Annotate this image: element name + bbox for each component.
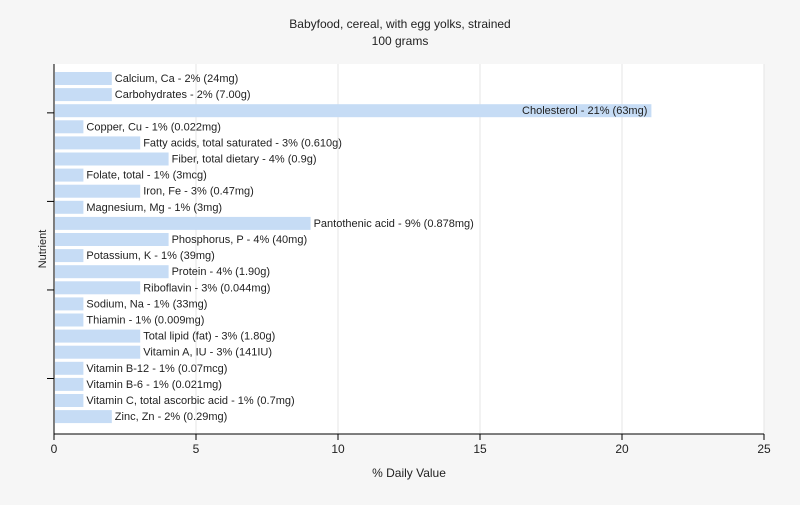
bar [55, 281, 141, 295]
bar-label: Vitamin C, total ascorbic acid - 1% (0.7… [86, 395, 294, 407]
bar [55, 216, 311, 230]
chart-subtitle: 100 grams [372, 34, 429, 48]
plot-area [54, 64, 764, 434]
bar-label: Folate, total - 1% (3mcg) [86, 170, 206, 182]
bar-label: Magnesium, Mg - 1% (3mg) [86, 202, 222, 214]
bar-label: Sodium, Na - 1% (33mg) [86, 298, 207, 310]
bar-label: Vitamin B-12 - 1% (0.07mcg) [86, 363, 227, 375]
bar [55, 377, 84, 391]
x-tick-label: 25 [757, 442, 771, 456]
bar-label: Carbohydrates - 2% (7.00g) [115, 89, 251, 101]
x-tick-label: 5 [193, 442, 200, 456]
bar [55, 265, 169, 279]
bar [55, 72, 112, 85]
x-tick-label: 10 [331, 442, 345, 456]
chart-title: Babyfood, cereal, with egg yolks, strain… [289, 17, 510, 31]
bar [55, 329, 141, 343]
bar-label: Vitamin B-6 - 1% (0.021mg) [86, 379, 222, 391]
bar [55, 104, 652, 118]
bar [55, 88, 112, 102]
bar [55, 345, 141, 359]
bar [55, 297, 84, 311]
bar-label: Copper, Cu - 1% (0.022mg) [86, 121, 221, 133]
bar-series [55, 72, 652, 424]
bar-label: Vitamin A, IU - 3% (141IU) [143, 347, 272, 359]
bar [55, 394, 84, 407]
bar [55, 136, 141, 150]
bar [55, 184, 141, 198]
axes [47, 64, 764, 435]
bar-label: Protein - 4% (1.90g) [172, 266, 270, 278]
x-tick-label: 15 [473, 442, 487, 456]
bar-label: Total lipid (fat) - 3% (1.80g) [143, 331, 275, 343]
bar-label: Calcium, Ca - 2% (24mg) [115, 73, 238, 85]
bar [55, 313, 84, 327]
bar-label: Phosphorus, P - 4% (40mg) [172, 234, 308, 246]
bar-label: Fatty acids, total saturated - 3% (0.610… [143, 137, 342, 149]
x-axis-ticks: 0 5 10 15 20 25 [51, 434, 771, 456]
gridlines [195, 64, 765, 434]
bar [55, 233, 169, 246]
bar [55, 120, 84, 134]
bar-label: Thiamin - 1% (0.009mg) [86, 315, 204, 327]
bar [55, 410, 112, 424]
bar-label: Cholesterol - 21% (63mg) [522, 105, 647, 117]
y-axis-label: Nutrient [37, 230, 49, 269]
bar [55, 249, 84, 263]
bar-label: Potassium, K - 1% (39mg) [86, 250, 214, 262]
bar [55, 361, 84, 375]
x-tick-label: 20 [615, 442, 629, 456]
bar-label: Iron, Fe - 3% (0.47mg) [143, 186, 254, 198]
bar-label: Pantothenic acid - 9% (0.878mg) [314, 218, 474, 230]
x-axis-label: % Daily Value [372, 466, 446, 480]
x-tick-label: 0 [51, 442, 58, 456]
bar [55, 152, 169, 166]
bar-label: Zinc, Zn - 2% (0.29mg) [115, 411, 227, 423]
bar [55, 168, 84, 182]
bar-label: Riboflavin - 3% (0.044mg) [143, 282, 270, 294]
bar-label: Fiber, total dietary - 4% (0.9g) [172, 154, 317, 166]
data-labels: Calcium, Ca - 2% (24mg) Carbohydrates - 2… [86, 73, 647, 423]
bar [55, 200, 84, 214]
